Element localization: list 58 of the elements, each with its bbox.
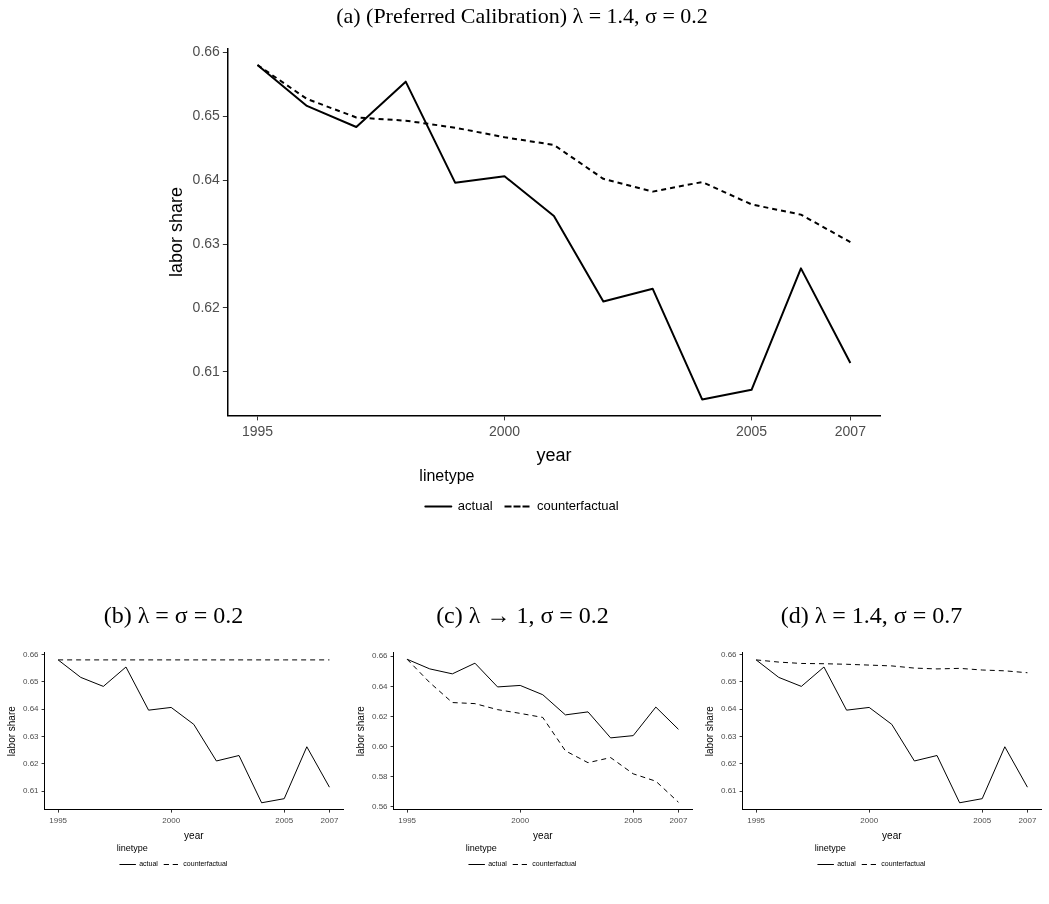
x-tick-label: 1995 (49, 815, 68, 825)
x-tick-label: 2000 (860, 815, 879, 825)
y-tick-label: 0.65 (720, 676, 738, 686)
y-tick-label: 0.62 (192, 298, 221, 315)
y-tick-label: 0.64 (192, 170, 221, 187)
legend-label: actual (457, 498, 493, 514)
y-tick-label: 0.60 (371, 741, 389, 751)
y-tick-label: 0.64 (371, 681, 389, 691)
chart-title: (a) (Preferred Calibration) λ = 1.4, σ = 0.2 (336, 2, 708, 28)
y-tick-label: 0.58 (371, 771, 389, 781)
y-tick-label: 0.61 (720, 786, 738, 796)
x-tick-label: 2007 (834, 422, 867, 439)
y-tick-label: 0.66 (192, 43, 221, 60)
x-tick-label: 2005 (275, 815, 294, 825)
y-tick-label: 0.66 (720, 649, 738, 659)
y-axis-title: labor share (5, 705, 17, 757)
y-tick-label: 0.63 (720, 731, 738, 741)
x-tick-label: 1995 (747, 815, 766, 825)
y-tick-label: 0.62 (720, 758, 738, 768)
y-tick-label: 0.66 (371, 651, 389, 661)
chart-title: (c) λ → 1, σ = 0.2 (436, 601, 609, 628)
x-axis-title: year (882, 829, 903, 841)
y-tick-label: 0.61 (192, 362, 221, 379)
x-tick-label: 2000 (162, 815, 181, 825)
x-tick-label: 2007 (669, 815, 688, 825)
x-tick-label: 2000 (488, 422, 521, 439)
y-tick-label: 0.66 (22, 649, 40, 659)
y-tick-label: 0.65 (192, 107, 221, 124)
y-tick-label: 0.65 (22, 676, 40, 686)
y-tick-label: 0.61 (22, 786, 40, 796)
x-tick-label: 2000 (511, 815, 530, 825)
y-tick-label: 0.64 (720, 704, 738, 714)
legend-label: counterfactual (537, 498, 619, 514)
legend-title: linetype (465, 843, 497, 854)
y-axis-title: labor share (165, 186, 186, 277)
y-tick-label: 0.64 (22, 704, 40, 714)
x-tick-label: 2007 (320, 815, 339, 825)
y-tick-label: 0.62 (22, 758, 40, 768)
chart-title: (b) λ = σ = 0.2 (103, 601, 244, 628)
legend-title: linetype (419, 467, 475, 485)
x-axis-title: year (536, 444, 572, 465)
x-tick-label: 1995 (398, 815, 417, 825)
x-tick-label: 2005 (624, 815, 643, 825)
legend-title: linetype (814, 843, 846, 854)
y-tick-label: 0.63 (22, 731, 40, 741)
x-tick-label: 2005 (735, 422, 768, 439)
y-tick-label: 0.63 (192, 234, 221, 251)
legend-title: linetype (116, 843, 148, 854)
x-tick-label: 2005 (973, 815, 992, 825)
y-tick-label: 0.56 (371, 801, 389, 811)
x-tick-label: 1995 (241, 422, 274, 439)
x-axis-title: year (533, 829, 554, 841)
y-axis-title: labor share (703, 705, 715, 757)
y-axis-title: labor share (354, 705, 366, 757)
chart-title: (d) λ = 1.4, σ = 0.7 (780, 601, 963, 628)
x-axis-title: year (184, 829, 205, 841)
x-tick-label: 2007 (1018, 815, 1037, 825)
y-tick-label: 0.62 (371, 711, 389, 721)
